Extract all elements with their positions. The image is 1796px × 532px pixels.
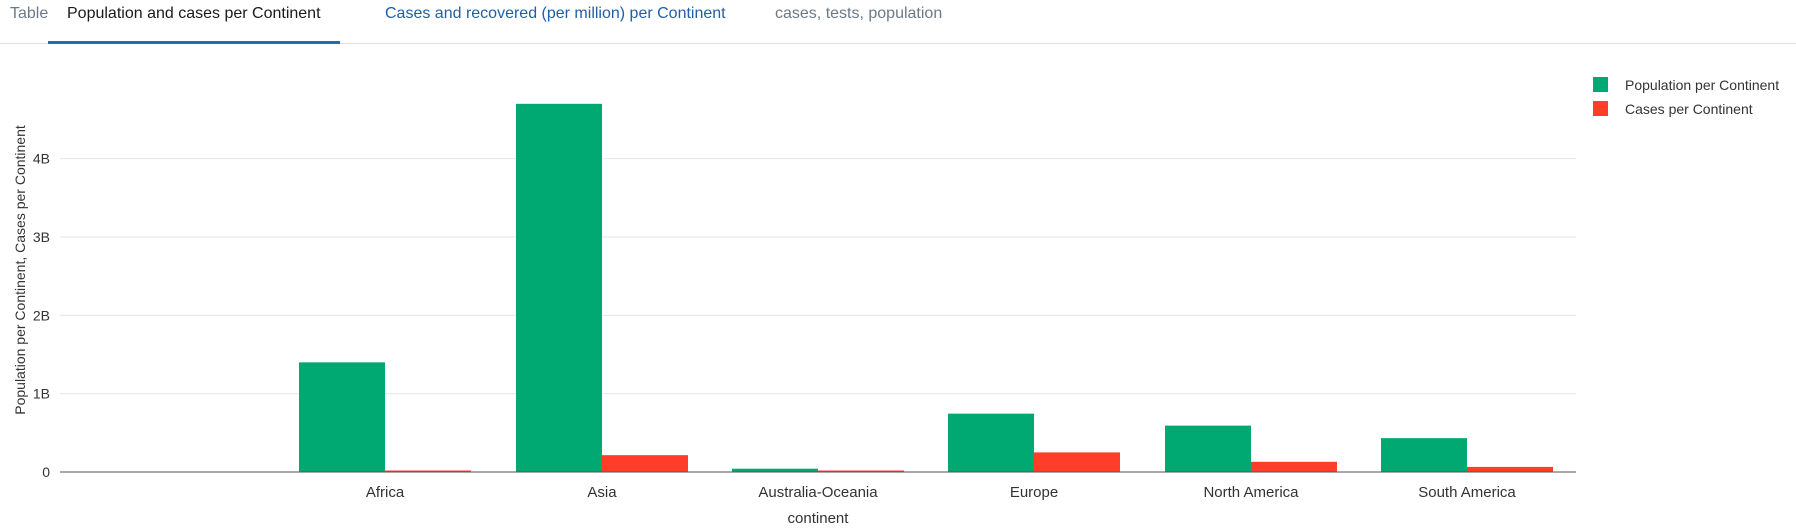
legend-label[interactable]: Cases per Continent [1625,101,1753,117]
y-tick-label: 2B [33,307,50,323]
y-tick-label: 0 [42,464,50,480]
bar-cases-asia[interactable] [602,455,688,472]
bar-population-north-america[interactable] [1165,425,1251,472]
x-axis-ticks: Africa Asia Australia-Oceania Europe North A… [366,484,1517,501]
legend: Population per Continent Cases per Contin… [1593,77,1779,117]
legend-label[interactable]: Population per Continent [1625,77,1779,93]
bar-cases-africa[interactable] [385,470,471,473]
x-tick-label: South America [1418,484,1516,501]
x-tick-label: Australia-Oceania [758,484,878,501]
bar-cases-south-america[interactable] [1467,466,1553,472]
bar-cases-europe[interactable] [1034,452,1120,472]
bar-population-africa[interactable] [299,362,385,472]
bar-cases-north-america[interactable] [1251,461,1337,472]
y-axis-ticks: 0 1B 2B 3B 4B [33,151,50,480]
legend-swatch [1593,77,1608,92]
x-tick-label: Asia [587,484,617,501]
legend-swatch [1593,101,1608,116]
bars [299,103,1553,473]
bar-population-europe[interactable] [948,413,1034,472]
bar-population-south-america[interactable] [1381,438,1467,472]
y-axis-title: Population per Continent, Cases per Cont… [12,125,28,415]
bar-population-asia[interactable] [516,103,602,473]
y-tick-label: 3B [33,229,50,245]
x-tick-label: North America [1203,484,1299,501]
x-tick-label: Europe [1010,484,1058,501]
gridlines [60,158,1576,395]
bar-cases-australia-oceania[interactable] [818,470,904,473]
tab-cases-and-recovered[interactable]: Cases and recovered (per million) per Co… [385,5,726,22]
tab-cases-tests-population[interactable]: cases, tests, population [775,5,943,22]
tab-bar: Table Population and cases per Continent… [0,0,1796,44]
bar-chart: 0 1B 2B 3B 4B Africa Asia Australia-Oceania Eur… [12,77,1779,527]
tab-population-and-cases[interactable]: Population and cases per Continent [48,0,340,44]
tab-table[interactable]: Table [10,5,49,22]
x-axis-title: continent [788,510,850,527]
bar-population-australia-oceania[interactable] [732,468,818,472]
y-tick-label: 4B [33,151,50,167]
x-tick-label: Africa [366,484,405,501]
y-tick-label: 1B [33,386,50,402]
